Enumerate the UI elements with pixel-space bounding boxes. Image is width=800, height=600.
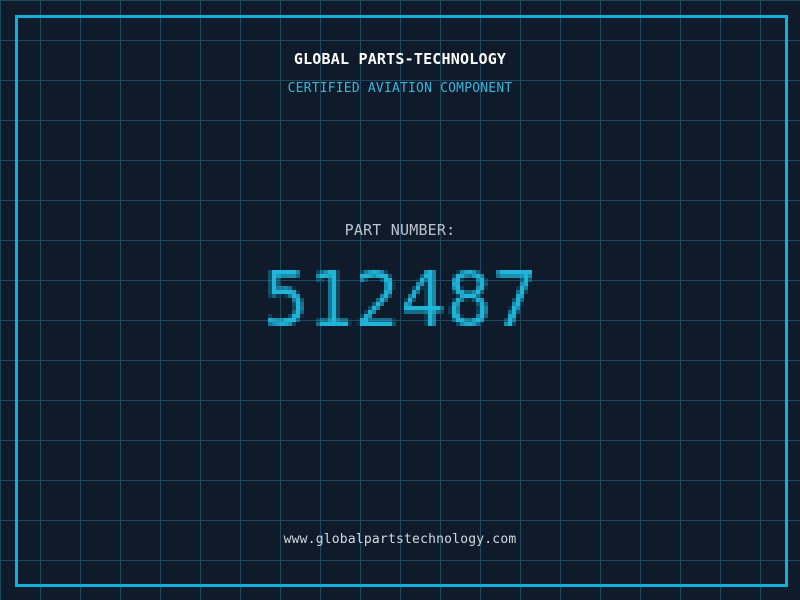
page-title: GLOBAL PARTS-TECHNOLOGY	[293, 50, 507, 68]
part-number-display	[240, 258, 560, 346]
part-number-value: 512487	[0, 0, 1, 1]
footer-url: www.globalpartstechnology.com	[283, 532, 517, 547]
page-subtitle: CERTIFIED AVIATION COMPONENT	[287, 81, 513, 96]
part-number-label: PART NUMBER:	[344, 221, 456, 239]
